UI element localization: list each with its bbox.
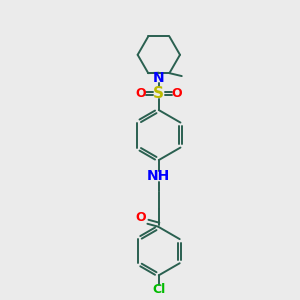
Text: NH: NH bbox=[147, 169, 170, 183]
Text: S: S bbox=[153, 86, 164, 101]
Text: O: O bbox=[135, 87, 146, 101]
Text: O: O bbox=[172, 87, 182, 101]
Text: Cl: Cl bbox=[152, 283, 165, 296]
Text: N: N bbox=[153, 71, 165, 85]
Text: O: O bbox=[136, 211, 146, 224]
